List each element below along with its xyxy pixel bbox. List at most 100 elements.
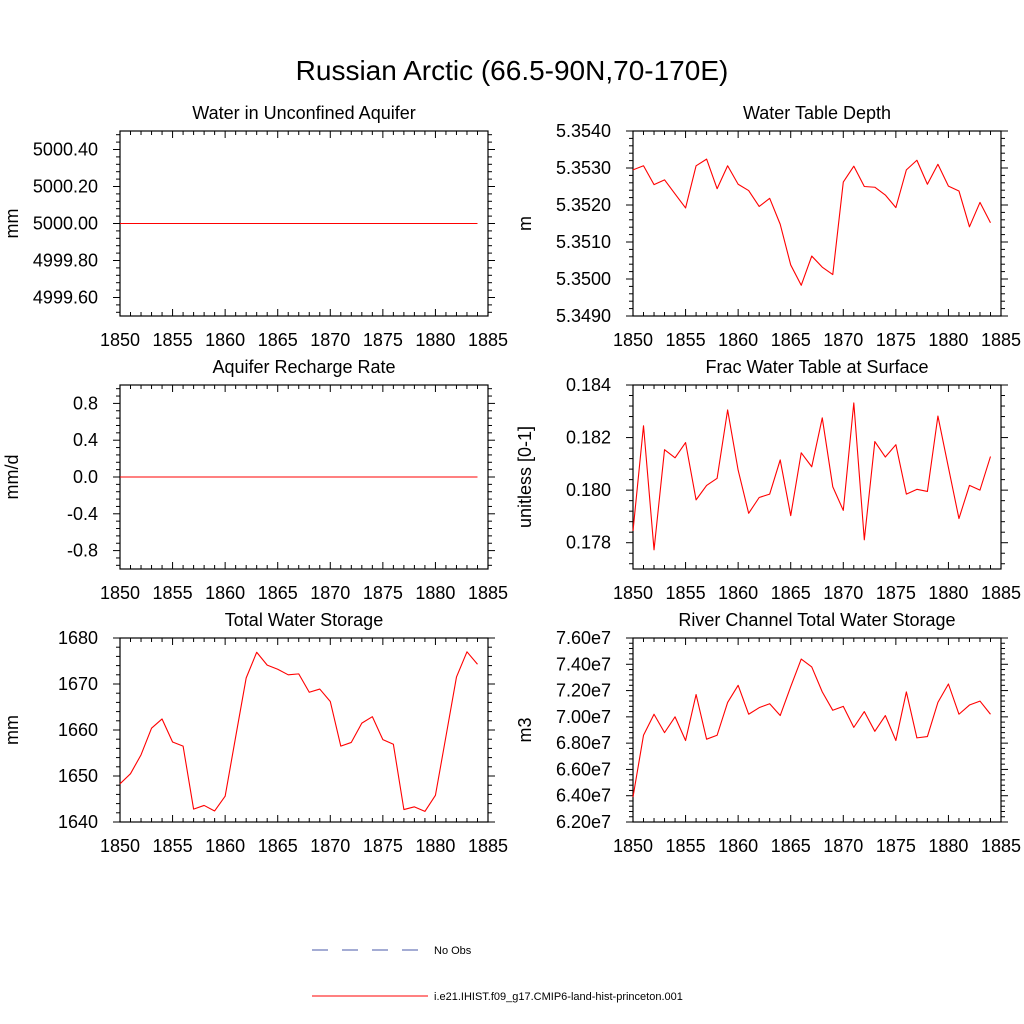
x-tick-label: 1850 (613, 330, 653, 350)
y-tick-label: 0.0 (73, 467, 98, 487)
y-tick-label: 5000.40 (33, 140, 98, 160)
x-tick-label: 1860 (205, 836, 245, 856)
y-tick-label: 1680 (58, 628, 98, 648)
series-line (119, 651, 478, 812)
y-tick-label: 0.180 (566, 480, 611, 500)
x-tick-label: 1880 (928, 836, 968, 856)
x-tick-label: 1875 (363, 836, 403, 856)
y-tick-label: 6.20e7 (556, 812, 611, 832)
x-tick-label: 1885 (468, 583, 508, 603)
panel-title: Aquifer Recharge Rate (212, 357, 395, 377)
y-tick-label: 1650 (58, 766, 98, 786)
y-tick-label: 6.40e7 (556, 786, 611, 806)
y-tick-label: 1660 (58, 720, 98, 740)
x-tick-label: 1885 (981, 836, 1021, 856)
chart-panel-2: Water Table Depth m 1850 1855 1860 1865 1870 18… (515, 103, 1021, 350)
x-tick-label: 1850 (100, 330, 140, 350)
x-tick-label: 1855 (666, 583, 706, 603)
x-tick-label: 1870 (823, 583, 863, 603)
x-tick-label: 1855 (153, 836, 193, 856)
x-tick-label: 1885 (981, 330, 1021, 350)
y-tick-label: 5000.20 (33, 177, 98, 197)
y-tick-label: 1640 (58, 812, 98, 832)
chart-panel-3: Aquifer Recharge Rate mm/d 1850 1855 1860 186… (2, 357, 508, 603)
plot-frame (632, 384, 1002, 570)
y-tick-label: 4999.80 (33, 251, 98, 271)
y-tick-label: 5.3520 (556, 195, 611, 215)
x-tick-label: 1880 (928, 330, 968, 350)
y-axis-label: mm (2, 715, 22, 745)
x-tick-label: 1860 (718, 330, 758, 350)
y-tick-label: 0.4 (73, 430, 98, 450)
x-tick-label: 1875 (363, 583, 403, 603)
x-tick-label: 1855 (153, 583, 193, 603)
x-tick-label: 1870 (310, 836, 350, 856)
legend-label: i.e21.IHIST.f09_g17.CMIP6-land-hist-prin… (434, 991, 683, 1003)
x-tick-label: 1865 (771, 330, 811, 350)
chart-panels: Water in Unconfined Aquifer mm 1850 1855 186… (2, 103, 1021, 856)
panel-title: Total Water Storage (225, 610, 383, 630)
x-tick-label: 1860 (718, 836, 758, 856)
x-tick-label: 1850 (100, 836, 140, 856)
series-line (632, 658, 991, 798)
legend: No Obs i.e21.IHIST.f09_g17.CMIP6-land-his… (312, 945, 683, 1003)
x-tick-label: 1860 (205, 330, 245, 350)
panel-title: Frac Water Table at Surface (705, 357, 928, 377)
y-tick-label: 5.3510 (556, 232, 611, 252)
panel-title: Water Table Depth (743, 103, 891, 123)
x-tick-label: 1880 (415, 330, 455, 350)
chart-panel-5: Total Water Storage mm 1850 1855 1860 1865 187… (2, 610, 508, 856)
x-tick-label: 1870 (823, 330, 863, 350)
chart-panel-6: River Channel Total Water Storage m3 1850 1… (515, 610, 1021, 856)
y-axis-label: m (515, 216, 535, 231)
y-tick-label: 7.40e7 (556, 654, 611, 674)
x-tick-label: 1875 (363, 330, 403, 350)
y-tick-label: 5000.00 (33, 214, 98, 234)
plot-frame (632, 130, 1002, 317)
panel-title: River Channel Total Water Storage (678, 610, 955, 630)
x-tick-label: 1875 (876, 583, 916, 603)
y-tick-label: -0.8 (67, 541, 98, 561)
x-tick-label: 1865 (258, 836, 298, 856)
x-tick-label: 1850 (613, 836, 653, 856)
x-tick-label: 1880 (415, 836, 455, 856)
y-tick-label: -0.4 (67, 504, 98, 524)
y-tick-label: 1670 (58, 674, 98, 694)
x-tick-label: 1885 (981, 583, 1021, 603)
y-tick-label: 5.3500 (556, 269, 611, 289)
y-tick-label: 5.3490 (556, 306, 611, 326)
x-tick-label: 1855 (666, 836, 706, 856)
y-tick-label: 7.00e7 (556, 707, 611, 727)
plot-frame (632, 637, 1002, 823)
y-tick-label: 6.60e7 (556, 759, 611, 779)
y-tick-label: 6.80e7 (556, 733, 611, 753)
y-axis-label: unitless [0-1] (515, 426, 535, 528)
series-line (632, 158, 991, 286)
plot-frame (119, 637, 489, 823)
x-tick-label: 1885 (468, 836, 508, 856)
x-tick-label: 1865 (771, 583, 811, 603)
x-tick-label: 1855 (153, 330, 193, 350)
y-axis-label: mm/d (2, 455, 22, 500)
x-tick-label: 1875 (876, 330, 916, 350)
chart-panel-4: Frac Water Table at Surface unitless [0-1… (515, 357, 1021, 603)
series-line (632, 402, 992, 551)
chart-panel-1: Water in Unconfined Aquifer mm 1850 1855 186… (2, 103, 508, 350)
x-tick-label: 1855 (666, 330, 706, 350)
y-tick-label: 5.3530 (556, 158, 611, 178)
x-tick-label: 1865 (258, 583, 298, 603)
y-axis-label: mm (2, 209, 22, 239)
x-tick-label: 1870 (823, 836, 863, 856)
figure-title: Russian Arctic (66.5-90N,70-170E) (296, 55, 729, 86)
x-tick-label: 1850 (100, 583, 140, 603)
legend-label: No Obs (434, 945, 472, 957)
x-tick-label: 1850 (613, 583, 653, 603)
y-tick-label: 4999.60 (33, 288, 98, 308)
y-tick-label: 7.20e7 (556, 681, 611, 701)
x-tick-label: 1860 (718, 583, 758, 603)
x-tick-label: 1865 (258, 330, 298, 350)
y-tick-label: 0.8 (73, 393, 98, 413)
y-tick-label: 7.60e7 (556, 628, 611, 648)
x-tick-label: 1875 (876, 836, 916, 856)
